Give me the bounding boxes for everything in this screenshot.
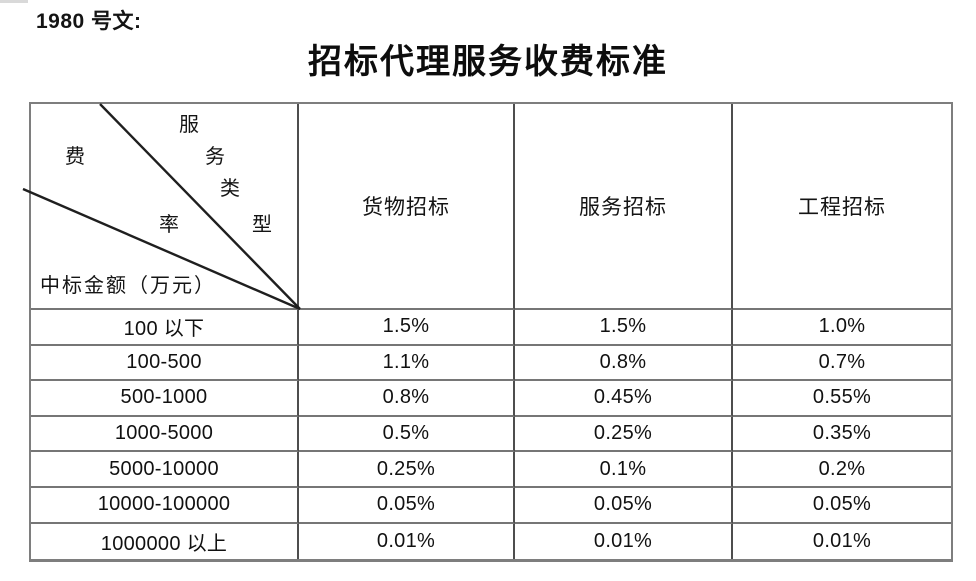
amount-cell: 100 以下: [31, 310, 299, 346]
rate-cell: 0.2%: [733, 452, 951, 488]
corner-service-type-char: 型: [252, 214, 272, 236]
rate-cell: 0.45%: [515, 381, 733, 417]
rate-cell: 0.1%: [515, 452, 733, 488]
page-title: 招标代理服务收费标准: [308, 44, 668, 81]
page-edge-artifact: [0, 0, 28, 3]
rate-cell: 0.05%: [733, 488, 951, 524]
rate-cell: 0.35%: [733, 417, 951, 453]
rate-cell: 0.25%: [515, 416, 733, 453]
column-header-goods: 货物招标: [299, 104, 515, 310]
rate-cell: 0.01%: [812, 529, 872, 552]
corner-rate-char: 率: [159, 214, 179, 236]
rate-cell: 0.05%: [299, 487, 515, 524]
doc-number: 1980 号文:: [36, 10, 142, 33]
amount-cell: 100-500: [31, 345, 299, 382]
fee-table: 服 务 类 型 费 率 中标金额（万元） 货物招标 服务招标 工程招标 100 …: [22, 102, 953, 563]
rate-cell: 0.7%: [733, 346, 951, 382]
rate-cell: 1.5%: [299, 310, 515, 346]
corner-service-type-char: 服: [179, 114, 199, 136]
column-header-engineering: 工程招标: [733, 104, 951, 310]
corner-amount-label: 中标金额（万元）: [40, 275, 216, 297]
amount-cell: 5000-10000: [31, 452, 299, 488]
rate-cell: 0.8%: [299, 381, 515, 417]
amount-cell: 1000000 以上: [31, 523, 299, 560]
corner-fee-char: 费: [65, 146, 85, 168]
amount-cell: 10000-100000: [31, 487, 299, 524]
column-header-services: 服务招标: [515, 104, 733, 310]
amount-cell: 500-1000: [31, 381, 299, 417]
rate-cell: 1.5%: [515, 310, 733, 346]
rate-cell: 0.25%: [299, 452, 515, 488]
rate-cell: 1.0%: [733, 310, 951, 346]
rate-cell: 0.5%: [299, 416, 515, 453]
corner-service-type-char: 类: [220, 178, 240, 200]
corner-cell: 服 务 类 型 费 率 中标金额（万元）: [22, 103, 301, 311]
rate-cell: 1.1%: [299, 345, 515, 382]
rate-cell: 0.01%: [299, 523, 515, 560]
rate-cell: 0.55%: [733, 381, 951, 417]
rate-cell: 0.8%: [515, 345, 733, 382]
rate-cell: 0.01%: [515, 523, 733, 560]
diagonal-lines: [22, 103, 301, 311]
corner-service-type-char: 务: [205, 146, 225, 168]
rate-cell: 0.05%: [515, 487, 733, 524]
amount-cell: 1000-5000: [31, 416, 299, 453]
